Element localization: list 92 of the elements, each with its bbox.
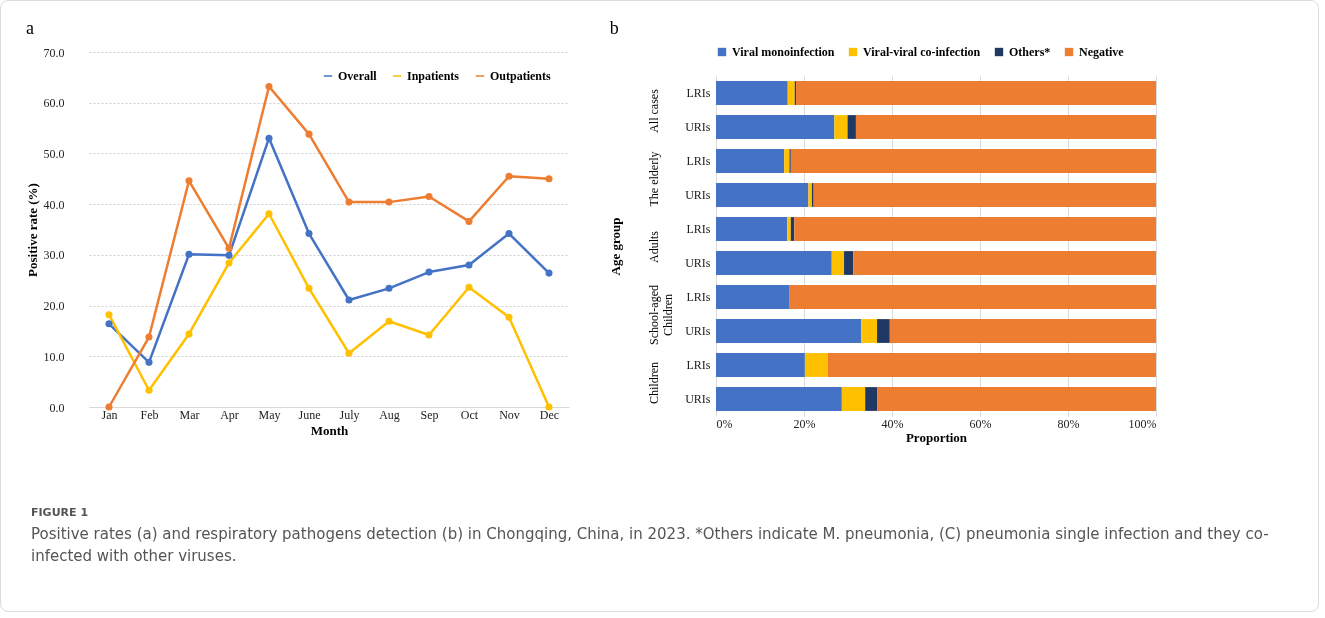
y-tick-label: URIs [685, 256, 711, 270]
point [185, 177, 193, 185]
point [145, 358, 153, 366]
y-tick-label: URIs [685, 120, 711, 134]
x-tick-label: Dec [539, 407, 560, 422]
point [385, 284, 393, 292]
x-tick-label: Oct [460, 407, 479, 422]
point [265, 210, 273, 218]
point [185, 250, 193, 258]
x-tick-label: 20% [793, 416, 816, 431]
legend-label: Others* [1009, 45, 1051, 59]
x-tick-label: Jan [101, 407, 118, 422]
y-tick-label: 0.0 [49, 400, 65, 415]
text: FIGURE 1 [31, 506, 90, 519]
point [105, 320, 113, 328]
point [385, 198, 393, 206]
point [505, 313, 513, 321]
x-tick-label: Nov [499, 407, 520, 422]
legend-label: Overall [338, 69, 378, 83]
point [145, 386, 153, 394]
point [305, 284, 313, 292]
point [425, 268, 433, 276]
x-axis-title: Proportion [905, 429, 968, 445]
y-tick-label: URIs [685, 392, 711, 406]
text: School-aged Children [647, 285, 675, 345]
point [305, 230, 313, 238]
legend-label: Negative [1079, 45, 1125, 59]
point [505, 172, 513, 180]
legend-label: Viral-viral co-infection [863, 45, 981, 59]
x-tick-label: 40% [881, 416, 904, 431]
point [545, 175, 553, 183]
point [105, 403, 113, 411]
y-tick-label: 70.0 [43, 45, 65, 60]
chart-title: b [609, 18, 619, 38]
y-tick-label: 20.0 [43, 299, 65, 314]
y-tick-label: 30.0 [43, 248, 65, 263]
legend-label: Viral monoinfection [732, 45, 835, 59]
text: Adults [647, 230, 661, 264]
y-tick-label: 50.0 [43, 146, 65, 161]
point [105, 311, 113, 319]
y-axis-title: Age group [608, 217, 624, 276]
x-tick-label: May [258, 407, 281, 422]
y-tick-label: LRIs [686, 222, 711, 236]
legend-label: Inpatients [407, 69, 460, 83]
point [465, 283, 473, 291]
y-tick-label: URIs [685, 324, 711, 338]
y-tick-label: 10.0 [43, 349, 65, 364]
x-tick-label: Aug [379, 407, 400, 422]
x-tick-label: 80% [1057, 416, 1080, 431]
y-tick-label: LRIs [686, 358, 711, 372]
y-tick-label: LRIs [686, 290, 711, 304]
y-tick-label: 40.0 [43, 197, 65, 212]
point [345, 296, 353, 304]
point [465, 261, 473, 269]
point [425, 331, 433, 339]
point [545, 403, 553, 411]
point [185, 330, 193, 338]
point [305, 130, 313, 138]
x-tick-label: 100% [1128, 416, 1157, 431]
point [265, 82, 273, 91]
x-axis-title: Month [310, 422, 350, 438]
x-tick-label: Apr [220, 407, 239, 422]
point [385, 317, 393, 325]
y-tick-label: LRIs [686, 86, 711, 100]
y-tick-label: URIs [685, 188, 711, 202]
point [145, 333, 153, 341]
legend-label: Outpatients [490, 69, 551, 83]
point [225, 251, 233, 259]
chart-title: a [26, 18, 34, 38]
x-tick-label: July [339, 407, 360, 422]
x-tick-label: Feb [140, 407, 159, 422]
x-tick-label: June [298, 407, 321, 422]
text: All cases [647, 88, 661, 133]
point [545, 269, 553, 277]
point [505, 230, 513, 238]
text: Children [647, 362, 661, 404]
point [345, 198, 353, 206]
y-axis-title: Positive rate (%) [24, 183, 40, 277]
point [225, 244, 233, 252]
x-tick-label: Sep [420, 407, 439, 422]
point [425, 193, 433, 201]
text: Positive rates (a) and respiratory pathogens detection (b) in Chongqing, China, in 2023. *Others indicate M. pneumonia, (C) pneumonia single infection and they co-infected with other viruses. [31, 524, 1270, 567]
point [265, 134, 273, 142]
point [345, 349, 353, 357]
x-tick-label: Mar [179, 407, 200, 422]
point [225, 259, 233, 267]
x-tick-label: 0% [716, 416, 733, 431]
y-tick-label: LRIs [686, 154, 711, 168]
point [465, 217, 473, 225]
x-tick-label: 60% [969, 416, 992, 431]
text: The elderly [647, 151, 661, 207]
y-tick-label: 60.0 [43, 96, 65, 111]
